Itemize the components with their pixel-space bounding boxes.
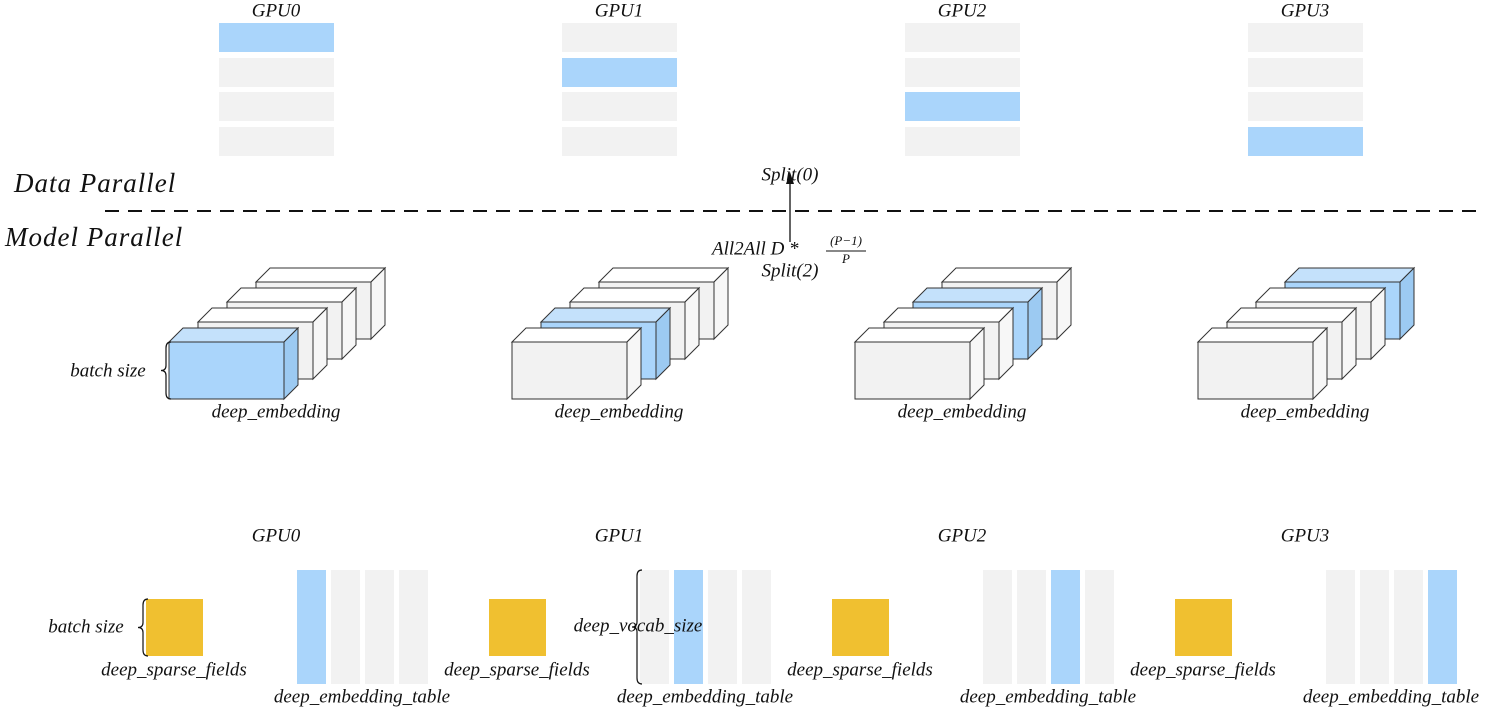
gpu-label: GPU2 bbox=[938, 525, 987, 546]
table-label: deep_embedding_table bbox=[960, 686, 1136, 707]
box-front bbox=[168, 341, 285, 400]
data-parallel-label: Data Parallel bbox=[13, 168, 176, 198]
sparse-label: deep_sparse_fields bbox=[101, 659, 247, 680]
vocab-size-label: deep_vocab_size bbox=[574, 615, 703, 636]
gpu-label: GPU3 bbox=[1281, 525, 1330, 546]
arrow-head bbox=[786, 172, 794, 184]
table-label: deep_embedding_table bbox=[1303, 686, 1479, 707]
box-top bbox=[167, 327, 300, 343]
all2all: All2All D * bbox=[710, 238, 799, 259]
data-block bbox=[219, 23, 334, 52]
table-strip bbox=[1051, 570, 1080, 684]
data-block bbox=[905, 127, 1020, 156]
split-top: Split(0) bbox=[762, 164, 819, 185]
data-block bbox=[1248, 92, 1363, 121]
table-strip bbox=[1394, 570, 1423, 684]
box-top bbox=[853, 327, 986, 343]
box-top bbox=[196, 307, 329, 323]
data-block bbox=[562, 127, 677, 156]
data-block bbox=[905, 23, 1020, 52]
box-label: deep_embedding bbox=[1241, 401, 1370, 422]
gpu-label: GPU2 bbox=[938, 0, 987, 21]
table-strip bbox=[297, 570, 326, 684]
box-top bbox=[1283, 267, 1416, 283]
table-strip bbox=[708, 570, 737, 684]
table-strip bbox=[674, 570, 703, 684]
box-top bbox=[911, 287, 1044, 303]
gpu-label: GPU0 bbox=[252, 525, 301, 546]
split-bottom: Split(2) bbox=[762, 260, 819, 281]
box-top bbox=[882, 307, 1015, 323]
box-top bbox=[510, 327, 643, 343]
sparse-block bbox=[832, 599, 889, 656]
box-top bbox=[1225, 307, 1358, 323]
table-strip bbox=[399, 570, 428, 684]
box-top bbox=[225, 287, 358, 303]
gpu-label: GPU0 bbox=[252, 0, 301, 21]
box-top bbox=[254, 267, 387, 283]
data-block bbox=[1248, 58, 1363, 87]
table-strip bbox=[1017, 570, 1046, 684]
brace bbox=[160, 341, 172, 400]
table-strip bbox=[742, 570, 771, 684]
box-top bbox=[597, 267, 730, 283]
data-block bbox=[905, 58, 1020, 87]
data-block bbox=[905, 92, 1020, 121]
table-strip bbox=[1085, 570, 1114, 684]
sparse-block bbox=[1175, 599, 1232, 656]
data-block bbox=[219, 127, 334, 156]
brace bbox=[631, 569, 643, 685]
table-strip bbox=[983, 570, 1012, 684]
batch-size-label: batch size bbox=[70, 360, 145, 381]
table-strip bbox=[640, 570, 669, 684]
box-label: deep_embedding bbox=[555, 401, 684, 422]
model-parallel-label: Model Parallel bbox=[4, 222, 183, 252]
box-label: deep_embedding bbox=[212, 401, 341, 422]
table-strip bbox=[1326, 570, 1355, 684]
fraction-numerator: (P−1) bbox=[830, 233, 862, 248]
brace bbox=[137, 598, 149, 657]
box-top bbox=[1196, 327, 1329, 343]
data-block bbox=[562, 92, 677, 121]
gpu-label: GPU3 bbox=[1281, 0, 1330, 21]
sparse-label: deep_sparse_fields bbox=[444, 659, 590, 680]
sparse-block bbox=[489, 599, 546, 656]
sparse-label: deep_sparse_fields bbox=[1130, 659, 1276, 680]
box-front bbox=[854, 341, 971, 400]
sparse-block bbox=[146, 599, 203, 656]
fraction-denominator: P bbox=[841, 251, 850, 266]
box-top bbox=[1254, 287, 1387, 303]
data-block bbox=[562, 23, 677, 52]
data-block bbox=[1248, 127, 1363, 156]
box-label: deep_embedding bbox=[898, 401, 1027, 422]
gpu-label: GPU1 bbox=[595, 525, 644, 546]
table-strip bbox=[1360, 570, 1389, 684]
table-label: deep_embedding_table bbox=[617, 686, 793, 707]
table-label: deep_embedding_table bbox=[274, 686, 450, 707]
table-strip bbox=[365, 570, 394, 684]
box-top bbox=[539, 307, 672, 323]
batch-size-label: batch size bbox=[48, 616, 123, 637]
box-top bbox=[940, 267, 1073, 283]
data-block bbox=[1248, 23, 1363, 52]
data-block bbox=[219, 58, 334, 87]
sparse-label: deep_sparse_fields bbox=[787, 659, 933, 680]
gpu-label: GPU1 bbox=[595, 0, 644, 21]
table-strip bbox=[331, 570, 360, 684]
box-front bbox=[1197, 341, 1314, 400]
data-block bbox=[562, 58, 677, 87]
box-top bbox=[568, 287, 701, 303]
box-front bbox=[511, 341, 628, 400]
data-block bbox=[219, 92, 334, 121]
table-strip bbox=[1428, 570, 1457, 684]
